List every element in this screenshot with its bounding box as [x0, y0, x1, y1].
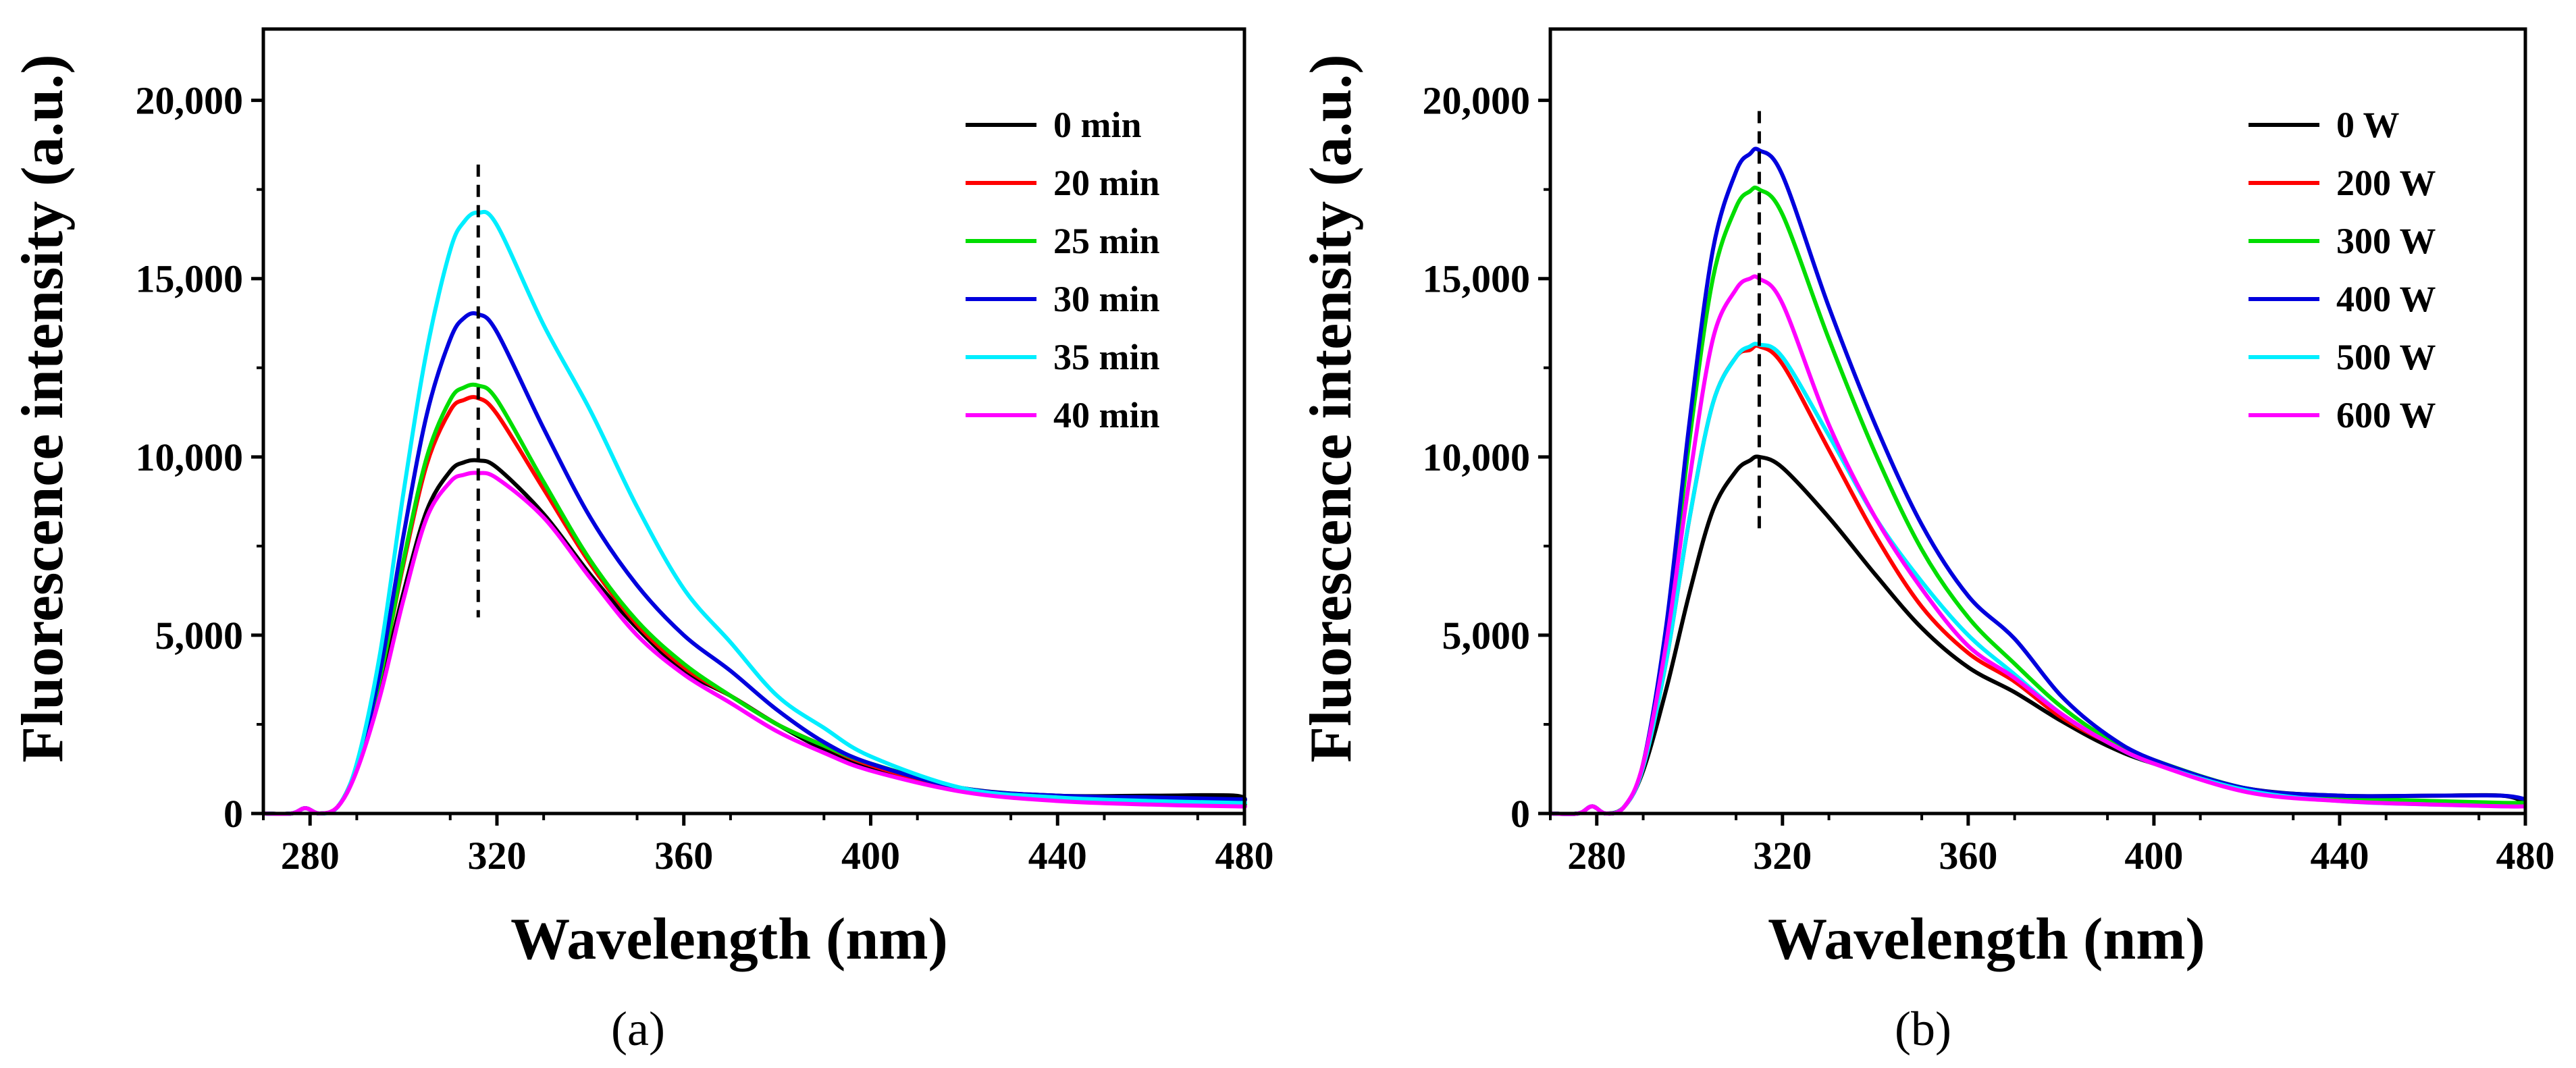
panel-a-xtick-label-5: 480	[1215, 834, 1274, 878]
panel-a-chart: 280 320 360 400 440 480 0 5,000 10,000 15,000 20,0…	[10, 27, 1274, 1056]
panel-b-ytick-label-1: 5,000	[1442, 614, 1531, 658]
panel-a-legend-label-0: 0 min	[1053, 105, 1142, 145]
panel-b-xtick-label-4: 440	[2310, 834, 2369, 878]
panel-b-legend-label-1: 200 W	[2336, 163, 2436, 203]
panel-a-xtick-label-0: 280	[281, 834, 340, 878]
panel-b-legend-label-4: 500 W	[2336, 337, 2436, 377]
panel-b-legend: 0 W 200 W 300 W 400 W 500 W 600 W	[2249, 105, 2436, 435]
panel-a-ytick-label-3: 15,000	[136, 257, 244, 301]
panel-b-xtick-label-3: 400	[2124, 834, 2183, 878]
panel-a-xtick-label-1: 320	[467, 834, 526, 878]
panel-b-ylabel: Fluorescence intensity (a.u.)	[1298, 54, 1364, 762]
panel-b-legend-label-3: 400 W	[2336, 279, 2436, 319]
panel-a-ytick-label-1: 5,000	[155, 614, 244, 658]
panel-b-chart: 280 320 360 400 440 480 0 5,000 10,000 15,000 20,0…	[1298, 27, 2555, 1056]
panel-a-xlabel: Wavelength (nm)	[510, 907, 948, 972]
panel-b-xtick-label-1: 320	[1753, 834, 1812, 878]
panel-b-xtick-label-0: 280	[1567, 834, 1626, 878]
panel-a-xtick-label-3: 400	[841, 834, 900, 878]
panel-a-plot-frame	[261, 27, 1246, 816]
panel-a-xtick-label-2: 360	[654, 834, 713, 878]
panel-a-legend-label-2: 25 min	[1053, 221, 1160, 261]
panel-b-series-line-0	[1550, 454, 2527, 816]
panel-a-axes-layer: 280 320 360 400 440 480 0 5,000 10,000 15,000 20,0…	[136, 27, 1274, 878]
panel-b-ytick-label-0: 0	[1510, 792, 1530, 836]
panel-a-ytick-label-2: 10,000	[136, 435, 244, 479]
panel-b-legend-label-0: 0 W	[2336, 105, 2400, 145]
panel-a-legend: 0 min 20 min 25 min 30 min 35 min 40 min	[966, 105, 1160, 435]
panel-a-series-line-5	[263, 471, 1247, 816]
panel-b-ytick-label-4: 20,000	[1423, 79, 1531, 123]
panel-b-xtick-label-2: 360	[1939, 834, 1997, 878]
panel-a-legend-label-4: 35 min	[1053, 337, 1160, 377]
panel-a-legend-label-5: 40 min	[1053, 395, 1160, 435]
panel-b-series-layer	[1550, 111, 2527, 816]
panel-b-ytick-label-2: 10,000	[1423, 435, 1531, 479]
panel-a-xtick-label-4: 440	[1028, 834, 1087, 878]
panel-b-legend-label-2: 300 W	[2336, 221, 2436, 261]
panel-b-label: (b)	[1895, 1002, 1951, 1056]
panel-a-ytick-label-4: 20,000	[136, 79, 244, 123]
panel-b-xlabel: Wavelength (nm)	[1768, 907, 2205, 972]
panel-a-series-line-4	[263, 209, 1247, 816]
panel-a-label: (a)	[611, 1002, 665, 1056]
panel-a-legend-label-1: 20 min	[1053, 163, 1160, 203]
panel-a-series-layer	[263, 164, 1247, 816]
panel-a-ylabel: Fluorescence intensity (a.u.)	[10, 54, 76, 762]
panel-b-xtick-label-5: 480	[2496, 834, 2555, 878]
panel-b-series-line-5	[1550, 274, 2526, 816]
panel-b-axes-layer: 280 320 360 400 440 480 0 5,000 10,000 15,000 20,0…	[1423, 27, 2555, 878]
panel-b-legend-label-5: 600 W	[2336, 395, 2436, 435]
panel-a-series-line-0	[263, 458, 1247, 816]
panel-a-ytick-label-0: 0	[224, 792, 243, 836]
panel-a-legend-label-3: 30 min	[1053, 279, 1160, 319]
panel-b-ytick-label-3: 15,000	[1423, 257, 1531, 301]
panel-b-plot-frame	[1548, 27, 2527, 816]
